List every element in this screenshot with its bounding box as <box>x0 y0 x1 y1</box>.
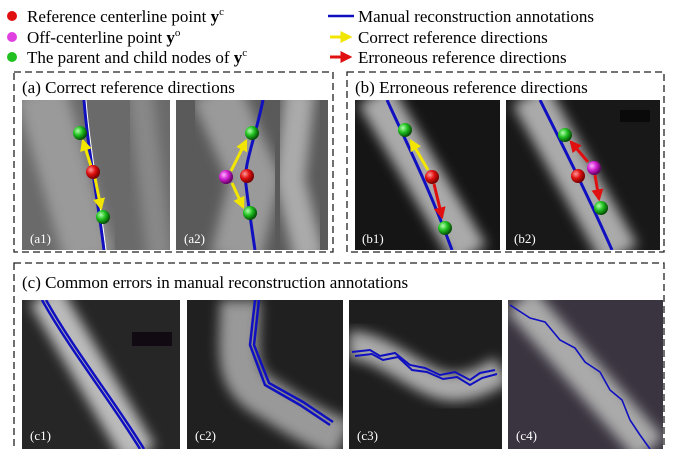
legend-label: Erroneous reference directions <box>358 48 567 67</box>
image-label: (b1) <box>362 231 384 246</box>
legend-label: Reference centerline point yc <box>27 6 224 26</box>
legend-dot <box>7 11 17 21</box>
image <box>22 295 180 449</box>
legend-text: The parent and child nodes of <box>27 48 234 67</box>
legend-text: Reference centerline point <box>27 7 211 26</box>
image-label: (c2) <box>195 428 216 443</box>
image <box>349 300 502 449</box>
legend-superscript: o <box>175 27 181 39</box>
panel-title: (a) Correct reference directions <box>22 78 235 97</box>
image-label: (a1) <box>30 231 51 246</box>
legend-dot <box>7 32 17 42</box>
image-label: (a2) <box>184 231 205 246</box>
legend-text: Off-centerline point <box>27 28 166 47</box>
image-label: (c4) <box>516 428 537 443</box>
image <box>187 300 343 449</box>
image-label: (c3) <box>357 428 378 443</box>
legend: Reference centerline point ycOff-centerl… <box>27 6 594 67</box>
legend-label: The parent and child nodes of yc <box>27 47 247 67</box>
legend-label: Off-centerline point yo <box>27 27 181 47</box>
legend-label: Manual reconstruction annotations <box>358 7 594 26</box>
image-label: (b2) <box>514 231 536 246</box>
panel-title: (b) Erroneous reference directions <box>355 78 588 97</box>
legend-label: Correct reference directions <box>358 28 548 47</box>
legend-dot <box>7 52 17 62</box>
image <box>508 300 663 449</box>
figure: Reference centerline point ycOff-centerl… <box>0 0 681 449</box>
legend-superscript: c <box>242 47 247 59</box>
panel-title: (c) Common errors in manual reconstructi… <box>22 273 408 292</box>
legend-superscript: c <box>219 6 224 18</box>
image-label: (c1) <box>30 428 51 443</box>
